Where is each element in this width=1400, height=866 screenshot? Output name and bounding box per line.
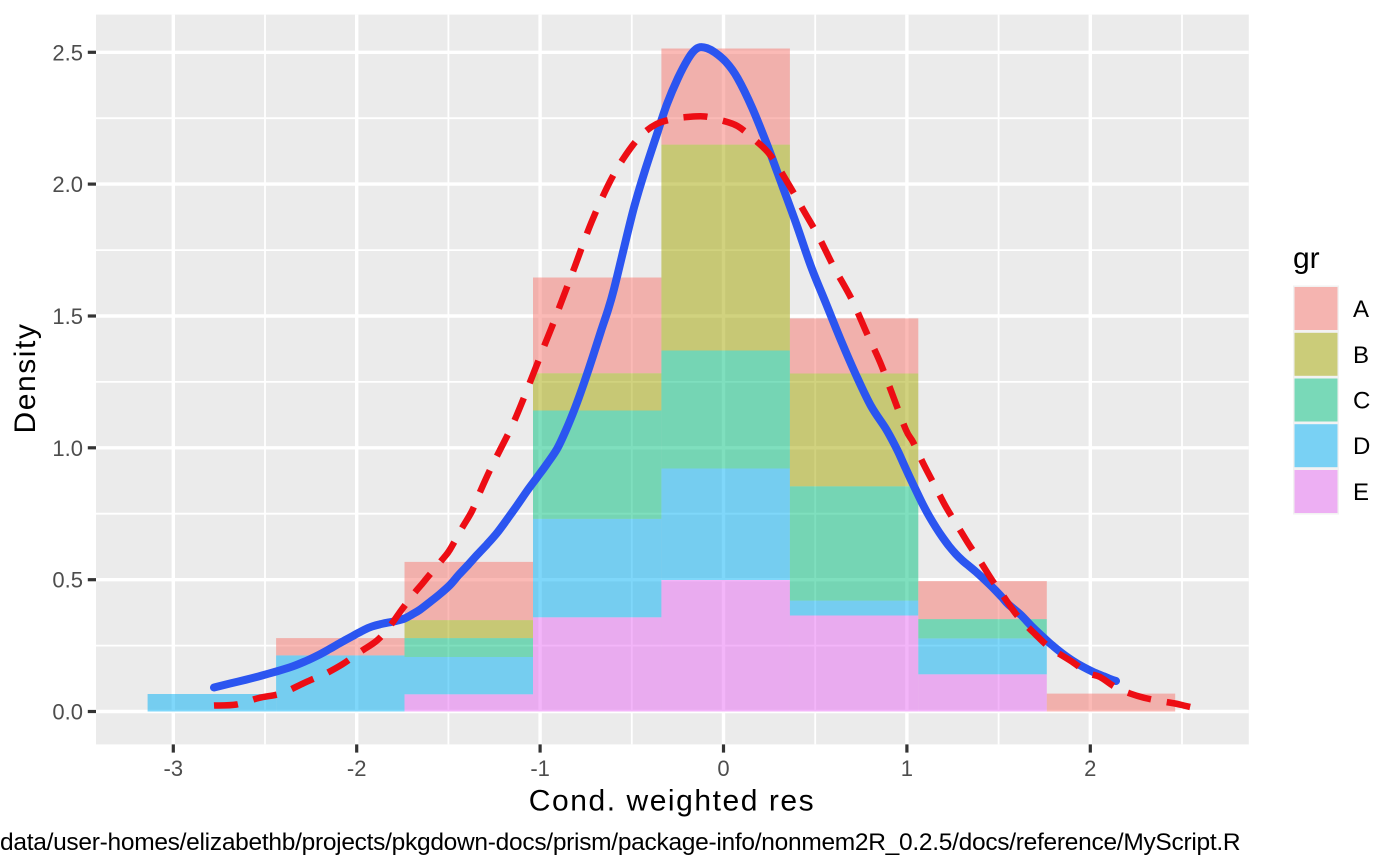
svg-text:-1: -1 <box>530 756 550 781</box>
svg-text:1.5: 1.5 <box>52 304 83 329</box>
svg-text:-2: -2 <box>347 756 367 781</box>
svg-text:A: A <box>1353 296 1369 323</box>
svg-text:0: 0 <box>717 756 729 781</box>
svg-text:D: D <box>1353 433 1370 460</box>
svg-text:Density: Density <box>9 323 42 434</box>
svg-text:1.0: 1.0 <box>52 436 83 461</box>
svg-text:0.0: 0.0 <box>52 700 83 725</box>
svg-text:Cond. weighted res: Cond. weighted res <box>529 785 815 818</box>
svg-text:1: 1 <box>901 756 913 781</box>
svg-text:0.5: 0.5 <box>52 568 83 593</box>
svg-text:2.0: 2.0 <box>52 172 83 197</box>
svg-text:B: B <box>1353 342 1369 369</box>
svg-text:C: C <box>1353 388 1370 415</box>
svg-text:2.5: 2.5 <box>52 40 83 65</box>
svg-text:E: E <box>1353 479 1369 506</box>
svg-text:data/user-homes/elizabethb/pro: data/user-homes/elizabethb/projects/pkgd… <box>0 829 1240 856</box>
svg-text:-3: -3 <box>164 756 184 781</box>
svg-text:2: 2 <box>1084 756 1096 781</box>
svg-text:gr: gr <box>1293 242 1320 275</box>
